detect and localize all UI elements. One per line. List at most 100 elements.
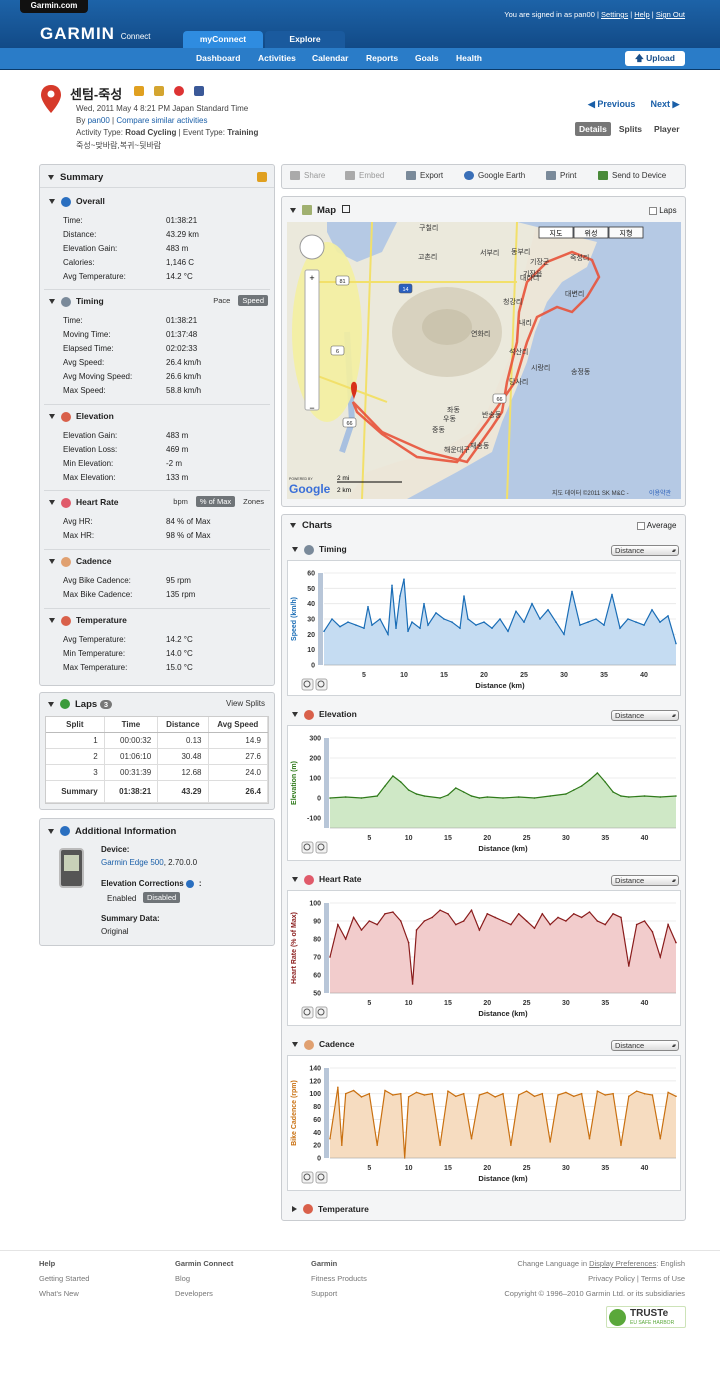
display-preferences-link[interactable]: Display Preferences — [589, 1259, 657, 1268]
collapse-icon[interactable] — [48, 175, 54, 180]
tab-player[interactable]: Player — [654, 124, 680, 134]
nav-health[interactable]: Health — [456, 53, 482, 63]
laps-header[interactable]: Laps 3 — [48, 699, 112, 710]
elevation-section-header[interactable]: Elevation — [49, 411, 114, 422]
unit-toggle-zones[interactable]: Zones — [243, 497, 264, 506]
footer-link[interactable]: Getting Started — [39, 1274, 90, 1283]
x-axis-select[interactable]: Distance — [611, 545, 679, 556]
zoom-in-icon[interactable] — [301, 678, 314, 691]
tab-explore[interactable]: Explore — [265, 31, 345, 48]
timing-chart-header[interactable]: Timing — [292, 544, 347, 555]
delete-icon[interactable] — [174, 86, 184, 96]
charts-header[interactable]: Charts — [290, 520, 332, 531]
y-axis-scrollbar[interactable] — [318, 573, 323, 665]
user-link[interactable]: pan00 — [87, 116, 110, 125]
laps-row[interactable]: 3 00:31:39 12.68 24.0 — [46, 764, 269, 781]
option-disabled[interactable]: Disabled — [143, 892, 181, 903]
nav-calendar[interactable]: Calendar — [312, 53, 349, 63]
collapse-icon[interactable] — [49, 299, 55, 304]
compare-link[interactable]: Compare similar activities — [116, 116, 208, 125]
zoom-in-icon[interactable] — [301, 1171, 314, 1184]
cadence-chart-header[interactable]: Cadence — [292, 1039, 354, 1050]
nav-goals[interactable]: Goals — [415, 53, 439, 63]
map-laps-toggle[interactable]: Laps — [649, 206, 677, 215]
view-splits-link[interactable]: View Splits — [226, 699, 265, 708]
device-link[interactable]: Garmin Edge 500 — [101, 858, 164, 867]
nav-activities[interactable]: Activities — [258, 53, 296, 63]
summary-header[interactable]: Summary — [48, 172, 103, 183]
privacy-terms-links[interactable]: Privacy Policy | Terms of Use — [588, 1274, 685, 1283]
edit-pencil-icon[interactable] — [134, 86, 144, 96]
laps-column-header[interactable]: Split — [46, 717, 105, 733]
garmin-com-link[interactable]: Garmin.com — [20, 0, 88, 13]
popout-icon[interactable] — [341, 205, 350, 213]
collapse-icon[interactable] — [48, 829, 54, 834]
collapse-icon[interactable] — [292, 877, 298, 882]
laps-column-header[interactable]: Time — [104, 717, 159, 733]
elevation-chart-header[interactable]: Elevation — [292, 709, 357, 720]
upload-button[interactable]: 🡅 Upload — [625, 51, 685, 66]
laps-row[interactable]: 2 01:06:10 30.48 27.6 — [46, 748, 269, 765]
zoom-out-icon[interactable] — [315, 1171, 328, 1184]
y-axis-scrollbar[interactable] — [324, 738, 329, 828]
nav-reports[interactable]: Reports — [366, 53, 399, 63]
y-axis-scrollbar[interactable] — [324, 903, 329, 993]
zoom-in-icon[interactable] — [301, 841, 314, 854]
map-type-button[interactable]: 지도 — [538, 226, 574, 239]
footer-link[interactable]: Blog — [175, 1274, 191, 1283]
cadence-chart[interactable]: 0 20 40 60 80 100 120 140 5 10 15 20 25 30 35 40 Distanc… — [288, 1056, 682, 1192]
share-button[interactable]: Share — [290, 171, 325, 181]
overall-section-header[interactable]: Overall — [49, 196, 105, 207]
temperature-section-header[interactable]: Temperature — [49, 615, 127, 626]
map-header[interactable]: Map — [290, 205, 350, 216]
sign-out-link[interactable]: Sign Out — [655, 10, 685, 19]
embed-button[interactable]: Embed — [345, 171, 384, 181]
pan-control-icon[interactable] — [299, 234, 325, 260]
footer-link[interactable]: Developers — [175, 1289, 213, 1298]
collapse-icon[interactable] — [49, 500, 55, 505]
collapse-icon[interactable] — [49, 618, 55, 623]
zoom-out-icon[interactable] — [315, 841, 328, 854]
zoom-out-icon[interactable] — [315, 678, 328, 691]
temperature-chart-header[interactable]: Temperature — [292, 1204, 369, 1215]
google-earth-button[interactable]: Google Earth — [464, 171, 525, 181]
zoom-slider[interactable] — [304, 269, 320, 411]
zoom-in-icon[interactable]: + — [309, 273, 314, 283]
collapse-icon[interactable] — [49, 559, 55, 564]
x-axis-select[interactable]: Distance — [611, 1040, 679, 1051]
heart-rate-chart-header[interactable]: Heart Rate — [292, 874, 362, 885]
help-icon[interactable] — [185, 879, 194, 888]
collapse-icon[interactable] — [48, 702, 54, 707]
collapse-icon[interactable] — [49, 199, 55, 204]
expand-icon[interactable] — [292, 1206, 297, 1212]
laps-checkbox[interactable] — [649, 206, 657, 215]
zoom-out-icon[interactable] — [315, 1006, 328, 1019]
collapse-icon[interactable] — [290, 208, 296, 213]
laps-row[interactable]: 1 00:00:32 0.13 14.9 — [46, 732, 269, 749]
collapse-icon[interactable] — [292, 1042, 298, 1047]
unit-toggle--of-max[interactable]: % of Max — [195, 496, 236, 507]
help-link[interactable]: Help — [634, 10, 650, 19]
footer-link[interactable]: What's New — [39, 1289, 79, 1298]
next-link[interactable]: Next — [650, 99, 670, 109]
timing-chart[interactable]: 0 10 20 30 40 50 60 5 10 15 20 25 30 35 40 Distance (km… — [288, 561, 682, 697]
start-pin-icon[interactable] — [351, 381, 357, 400]
heart-rate-chart[interactable]: 50 60 70 80 90 100 5 10 15 20 25 30 35 40 Distance (km… — [288, 891, 682, 1027]
average-checkbox[interactable] — [637, 521, 645, 530]
next-arrow-icon[interactable]: ▶ — [669, 99, 680, 109]
laps-column-header[interactable]: Distance — [157, 717, 209, 733]
export-button[interactable]: Export — [406, 171, 443, 181]
nav-dashboard[interactable]: Dashboard — [196, 53, 241, 63]
settings-link[interactable]: Settings — [601, 10, 629, 19]
x-axis-select[interactable]: Distance — [611, 875, 679, 886]
collapse-icon[interactable] — [49, 414, 55, 419]
lock-icon[interactable] — [154, 86, 164, 96]
footer-link[interactable]: Fitness Products — [311, 1274, 367, 1283]
option-enabled[interactable]: Enabled — [107, 894, 137, 903]
truste-seal[interactable]: TRUSTe EU SAFE HARBOR — [606, 1306, 686, 1328]
laps-column-header[interactable]: Avg Speed — [208, 717, 269, 733]
heart-rate-section-header[interactable]: Heart Rate — [49, 497, 119, 508]
facebook-icon[interactable] — [194, 86, 204, 96]
map-terms-link[interactable]: 이용약관 — [649, 489, 672, 497]
